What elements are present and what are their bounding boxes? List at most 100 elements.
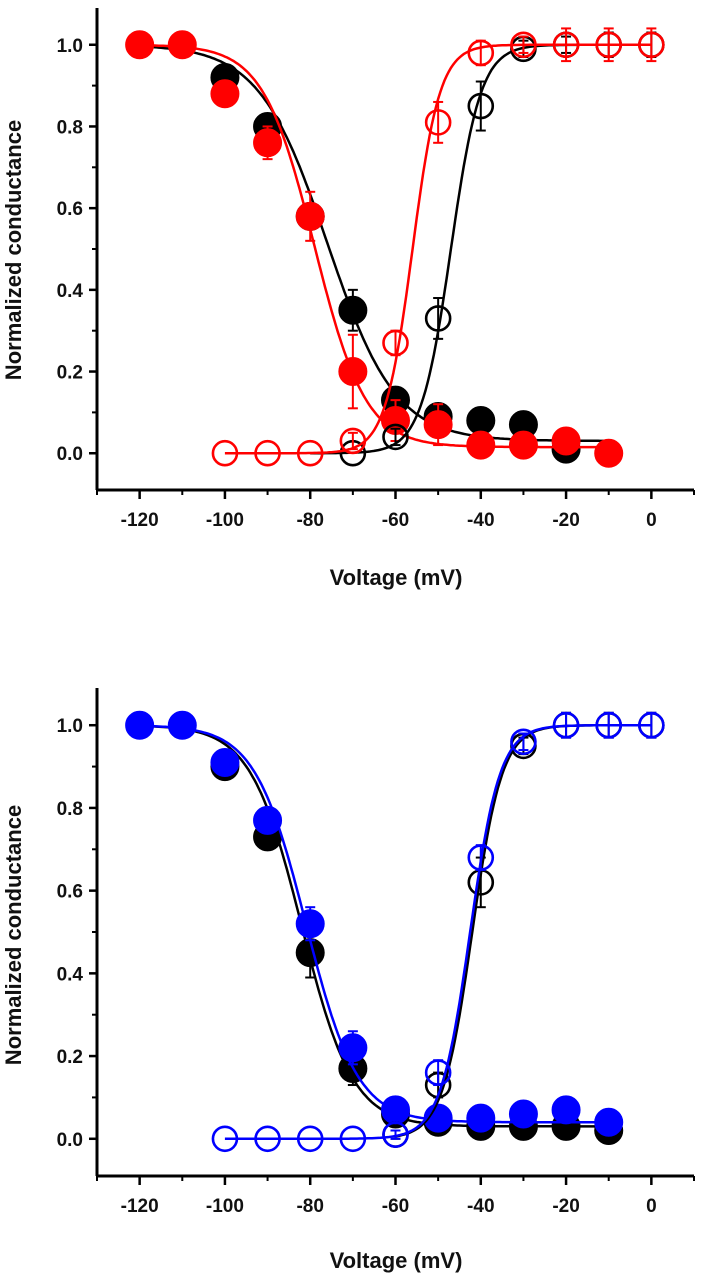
data-point: [424, 1059, 452, 1086]
data-point: [295, 909, 325, 939]
data-point: [552, 31, 580, 59]
data-point: [125, 30, 155, 60]
data-point: [338, 1033, 368, 1063]
data-point: [594, 1107, 624, 1137]
data-point: [339, 427, 367, 455]
fit-curve: [224, 723, 652, 1141]
data-point: [467, 844, 495, 871]
data-point: [638, 31, 665, 59]
axes-bottom: 0.0 0.2 0.4 0.6 0.8 1.0 -120 -100 -80 -60 -40 -20 0: [57, 688, 695, 1217]
x-tick-label: -120: [121, 1196, 159, 1217]
data-point: [296, 439, 324, 467]
x-tick-label: -80: [296, 1196, 323, 1217]
x-tick-label: -20: [552, 510, 579, 531]
plot-area-bottom: [125, 710, 665, 1153]
data-point: [551, 426, 581, 456]
data-point: [338, 295, 368, 325]
data-point: [295, 201, 325, 231]
data-point: [510, 728, 537, 756]
data-point: [638, 711, 665, 739]
x-tick-label: -100: [206, 1196, 244, 1217]
data-point: [253, 128, 283, 158]
x-tick-label: -20: [552, 1196, 579, 1217]
data-point: [254, 439, 281, 467]
data-point: [466, 1103, 496, 1133]
data-point: [424, 305, 452, 332]
chart-top: 0.00.20.40.60.81.0-120 -100 -80 -60 -40 -20 0 …: [1, 8, 695, 590]
data-point: [253, 805, 283, 835]
data-point: [467, 92, 495, 120]
data-point: [508, 1099, 538, 1129]
x-axis-title: Voltage (mV): [330, 1248, 463, 1273]
data-point: [254, 1125, 281, 1153]
y-tick-label: 1.0: [57, 716, 83, 737]
x-tick-label: -40: [467, 510, 494, 531]
data-point: [466, 430, 496, 460]
data-point: [210, 747, 240, 777]
y-tick-label: 0.0: [57, 444, 83, 465]
series-0: [139, 724, 624, 1146]
series-3: [211, 27, 665, 467]
y-tick-label: 0.2: [57, 363, 83, 384]
fit-curve: [139, 724, 609, 1128]
data-point: [424, 109, 452, 136]
chart-bottom: 0.00.20.40.60.81.0-120 -100 -80 -60 -40 -20 0 …: [1, 688, 695, 1273]
data-point: [296, 1125, 324, 1153]
data-point: [510, 31, 537, 59]
series-0: [139, 45, 609, 464]
fit-curve: [139, 45, 609, 443]
data-point: [339, 1125, 367, 1153]
y-tick-label: 0.8: [57, 799, 83, 820]
data-point: [167, 710, 197, 740]
data-point: [382, 423, 409, 451]
series-3: [211, 711, 665, 1153]
data-point: [382, 1121, 409, 1148]
data-point: [595, 31, 623, 59]
y-axis-title: Normalized conductance: [1, 120, 26, 380]
plot-area-top: [125, 27, 665, 468]
y-tick-label: 0.6: [57, 882, 83, 903]
data-point: [381, 1095, 410, 1125]
data-point: [211, 439, 239, 467]
data-point: [338, 357, 368, 387]
data-point: [211, 1125, 239, 1153]
data-point: [466, 406, 496, 436]
y-axis-title: Normalized conductance: [1, 805, 26, 1065]
x-axis-title: Voltage (mV): [330, 565, 463, 590]
x-tick-label: -80: [296, 510, 323, 531]
data-point: [423, 410, 453, 440]
fit-curve: [139, 43, 609, 449]
data-point: [552, 711, 580, 739]
y-tick-label: 0.0: [57, 1130, 83, 1151]
series-1: [125, 710, 624, 1137]
y-tick-label: 0.4: [57, 964, 84, 985]
x-tick-label: 0: [646, 510, 657, 531]
series-1: [125, 30, 624, 468]
data-point: [467, 39, 495, 67]
fit-curve: [224, 43, 652, 455]
x-tick-label: -40: [467, 1196, 494, 1217]
series-2: [382, 711, 665, 1148]
data-point: [125, 710, 155, 740]
fit-curve: [139, 724, 609, 1124]
x-tick-label: -60: [382, 1196, 409, 1217]
x-tick-label: -100: [206, 510, 244, 531]
data-point: [594, 438, 624, 468]
x-tick-label: -120: [121, 510, 159, 531]
series-2: [310, 31, 665, 467]
data-point: [210, 79, 240, 109]
y-tick-label: 0.8: [57, 117, 83, 138]
y-tick-label: 1.0: [57, 36, 83, 57]
data-point: [167, 30, 197, 60]
y-tick-label: 0.2: [57, 1047, 83, 1068]
axes-top: 0.0 0.2 0.4 0.6 0.8 1.0 -120 -100 -80 -60 -40 -20 0: [57, 8, 695, 531]
data-point: [551, 1095, 581, 1125]
y-tick-label: 0.4: [57, 281, 84, 302]
x-tick-label: 0: [646, 1196, 657, 1217]
x-tick-label: -60: [382, 510, 409, 531]
data-point: [382, 329, 409, 357]
data-point: [595, 711, 623, 739]
data-point: [508, 430, 538, 460]
y-tick-label: 0.6: [57, 199, 83, 220]
